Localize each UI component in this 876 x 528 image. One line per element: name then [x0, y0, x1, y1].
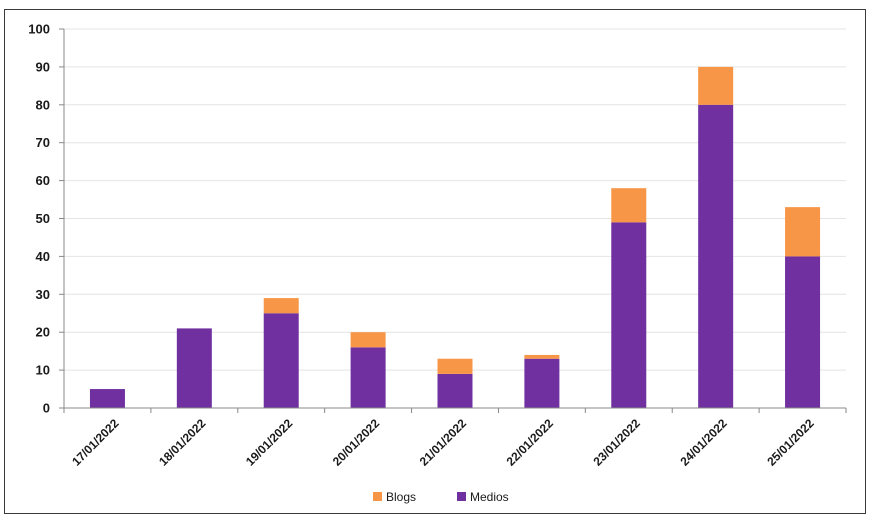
- bar-blogs-7: [698, 66, 734, 105]
- bar-blogs-5: [524, 354, 560, 359]
- x-tick-label: 21/01/2022: [417, 416, 470, 469]
- x-tick-labels: 17/01/2022 18/01/2022 19/01/2022 20/01/2022…: [69, 416, 817, 469]
- legend-swatch-blogs: [373, 492, 382, 501]
- x-tick-label: 22/01/2022: [504, 416, 557, 469]
- bar-blogs-3: [350, 332, 386, 348]
- y-tick-label: 20: [36, 325, 50, 340]
- y-tick-label: 90: [36, 59, 50, 74]
- y-tick-label: 60: [36, 173, 50, 188]
- bar-medios-3: [350, 347, 386, 408]
- y-tick-label: 80: [36, 97, 50, 112]
- bar-blogs-6: [611, 188, 647, 223]
- bar-medios-8: [785, 256, 821, 408]
- bar-blogs-2: [263, 298, 299, 314]
- bar-medios-2: [263, 313, 299, 408]
- bar-medios-1: [176, 328, 212, 408]
- bar-medios-0: [89, 389, 125, 408]
- y-tick-label: 30: [36, 287, 50, 302]
- axes: [59, 28, 847, 413]
- bars: [89, 66, 821, 409]
- x-tick-label: 23/01/2022: [591, 416, 644, 469]
- legend-swatch-medios: [457, 492, 466, 501]
- y-tick-label: 10: [36, 363, 50, 378]
- bar-blogs-8: [785, 207, 821, 257]
- x-tick-label: 25/01/2022: [764, 416, 817, 469]
- bar-medios-6: [611, 222, 647, 408]
- x-tick-label: 17/01/2022: [69, 416, 122, 469]
- y-tick-label: 0: [43, 401, 50, 416]
- bar-medios-7: [698, 104, 734, 409]
- y-tick-label: 100: [28, 22, 50, 37]
- legend-label-medios: Medios: [470, 490, 509, 504]
- x-tick-label: 19/01/2022: [243, 416, 296, 469]
- bar-medios-5: [524, 358, 560, 408]
- y-tick-label: 50: [36, 211, 50, 226]
- y-tick-label: 70: [36, 135, 50, 150]
- legend: Blogs Medios: [373, 490, 509, 504]
- legend-label-blogs: Blogs: [386, 490, 416, 504]
- bar-medios-4: [437, 373, 473, 408]
- x-tick-label: 20/01/2022: [330, 416, 383, 469]
- y-tick-labels: 0 10 20 30 40 50 60 70 80 90 100: [28, 22, 50, 416]
- x-tick-label: 24/01/2022: [677, 416, 730, 469]
- y-tick-label: 40: [36, 249, 50, 264]
- bar-blogs-4: [437, 358, 473, 374]
- x-tick-label: 18/01/2022: [156, 416, 209, 469]
